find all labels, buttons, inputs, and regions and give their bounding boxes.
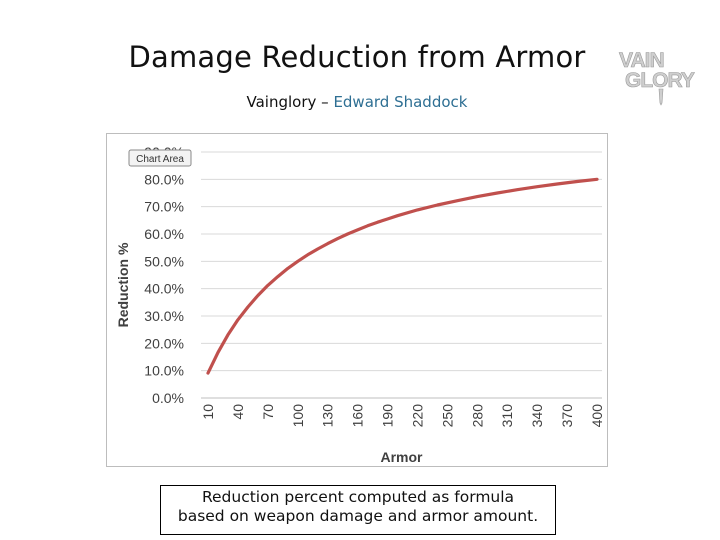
- caption-line-2: based on weapon damage and armor amount.: [177, 507, 539, 525]
- caption-line-1: Reduction percent computed as formula: [201, 488, 515, 506]
- x-tick-labels: 10 40 70 100 130 160 190 220 250 280 310 340 370 400: [200, 404, 605, 428]
- x-tick-label: 220: [409, 404, 425, 428]
- logo-line-2: GLORY: [625, 69, 695, 92]
- subtitle-prefix: Vainglory –: [246, 93, 334, 111]
- subtitle-author: Edward Shaddock: [333, 93, 468, 111]
- x-tick-label: 370: [559, 404, 575, 428]
- y-tick-label: 70.0%: [144, 199, 184, 215]
- x-tick-label: 130: [320, 404, 336, 428]
- x-tick-label: 70: [260, 404, 276, 420]
- y-tick-label: 50.0%: [144, 253, 184, 269]
- caption-box: Reduction percent computed as formula ba…: [160, 485, 556, 535]
- y-tick-label: 60.0%: [144, 226, 184, 242]
- gridlines: [201, 151, 602, 399]
- x-tick-label: 400: [589, 404, 605, 428]
- logo-sword-mark: [658, 88, 664, 106]
- x-tick-label: 310: [499, 404, 515, 428]
- x-tick-label: 280: [469, 404, 485, 428]
- y-tick-label: 0.0%: [152, 390, 184, 406]
- y-tick-label: 20.0%: [144, 335, 184, 351]
- x-tick-label: 250: [439, 404, 455, 428]
- y-axis-label: Reduction %: [115, 242, 131, 327]
- logo-line-1: VAIN: [619, 49, 664, 72]
- y-tick-label: 30.0%: [144, 308, 184, 324]
- x-tick-label: 100: [290, 404, 306, 428]
- series-line: [206, 177, 599, 375]
- chart-area-tooltip-text: Chart Area: [136, 154, 184, 165]
- slide-subtitle: Vainglory – Edward Shaddock: [0, 93, 714, 111]
- x-tick-label: 10: [200, 404, 216, 420]
- chart-area-tooltip: Chart Area: [128, 149, 192, 167]
- chart-area[interactable]: 0.0% 10.0% 20.0% 30.0% 40.0% 50.0% 60.0% 70.0% 8…: [106, 133, 608, 467]
- x-tick-label: 340: [529, 404, 545, 428]
- x-axis-label: Armor: [380, 449, 423, 465]
- y-tick-label: 40.0%: [144, 281, 184, 297]
- x-tick-label: 40: [230, 404, 246, 420]
- line-chart: 0.0% 10.0% 20.0% 30.0% 40.0% 50.0% 60.0% 70.0% 8…: [115, 144, 605, 465]
- x-tick-label: 190: [380, 404, 396, 428]
- series-group: [206, 177, 599, 375]
- y-tick-label: 80.0%: [144, 171, 184, 187]
- y-tick-label: 10.0%: [144, 363, 184, 379]
- vainglory-logo: VAIN GLORY: [619, 49, 696, 106]
- y-tick-labels: 0.0% 10.0% 20.0% 30.0% 40.0% 50.0% 60.0% 70.0% 8…: [144, 144, 184, 406]
- x-tick-label: 160: [350, 404, 366, 428]
- slide-title: Damage Reduction from Armor: [128, 40, 586, 74]
